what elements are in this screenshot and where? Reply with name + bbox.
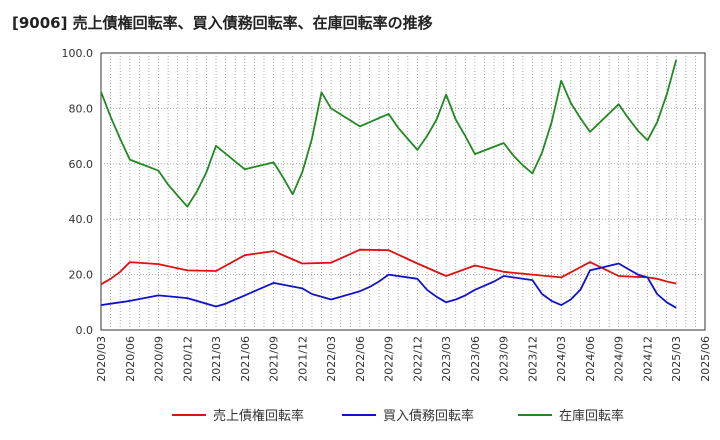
x-tick-label: 2024/09	[613, 336, 626, 382]
x-tick-label: 2023/09	[498, 336, 511, 382]
legend-label: 在庫回転率	[559, 408, 624, 424]
chart-title: [9006] 売上債権回転率、買入債務回転率、在庫回転率の推移	[12, 14, 433, 32]
x-tick-label: 2022/12	[411, 336, 424, 382]
y-axis: 0.0 20.0 40.0 60.0 80.0 100.0	[62, 47, 94, 337]
x-tick-label: 2021/06	[239, 336, 252, 382]
x-tick-label: 2020/12	[181, 336, 194, 382]
y-tick-label: 40.0	[69, 213, 94, 226]
y-tick-label: 80.0	[69, 102, 94, 115]
x-tick-label: 2021/03	[210, 336, 223, 382]
plot-area	[100, 52, 706, 331]
x-tick-label: 2023/06	[469, 336, 482, 382]
legend-label: 買入債務回転率	[383, 408, 474, 424]
y-tick-label: 60.0	[69, 158, 94, 171]
x-tick-label: 2020/06	[124, 336, 137, 382]
y-tick-label: 20.0	[69, 269, 94, 282]
x-tick-label: 2024/03	[555, 336, 568, 382]
x-tick-label: 2022/03	[325, 336, 338, 382]
legend-label: 売上債権回転率	[213, 408, 304, 424]
x-tick-label: 2020/09	[153, 336, 166, 382]
series-line	[100, 262, 677, 309]
plot-frame	[100, 52, 706, 331]
x-tick-label: 2024/12	[641, 336, 654, 382]
x-tick-label: 2023/12	[526, 336, 539, 382]
x-tick-label: 2020/03	[95, 336, 108, 382]
x-tick-label: 2024/06	[584, 336, 597, 382]
x-axis: 2020/03 2020/06 2020/09 2020/12 2021/03 2021/…	[95, 336, 712, 382]
x-tick-label: 2021/12	[296, 336, 309, 382]
x-tick-label: 2025/03	[670, 336, 683, 382]
series-line	[100, 59, 678, 208]
x-tick-label: 2023/03	[440, 336, 453, 382]
legend: 売上債権回転率 買入債務回転率 在庫回転率	[172, 408, 624, 424]
y-tick-label: 0.0	[76, 324, 94, 337]
y-tick-label: 100.0	[62, 47, 94, 60]
x-tick-label: 2022/09	[383, 336, 396, 382]
series-line	[100, 248, 677, 286]
x-tick-label: 2025/06	[699, 336, 712, 382]
x-tick-label: 2021/09	[268, 336, 281, 382]
x-tick-label: 2022/06	[354, 336, 367, 382]
series-layer	[100, 59, 678, 309]
